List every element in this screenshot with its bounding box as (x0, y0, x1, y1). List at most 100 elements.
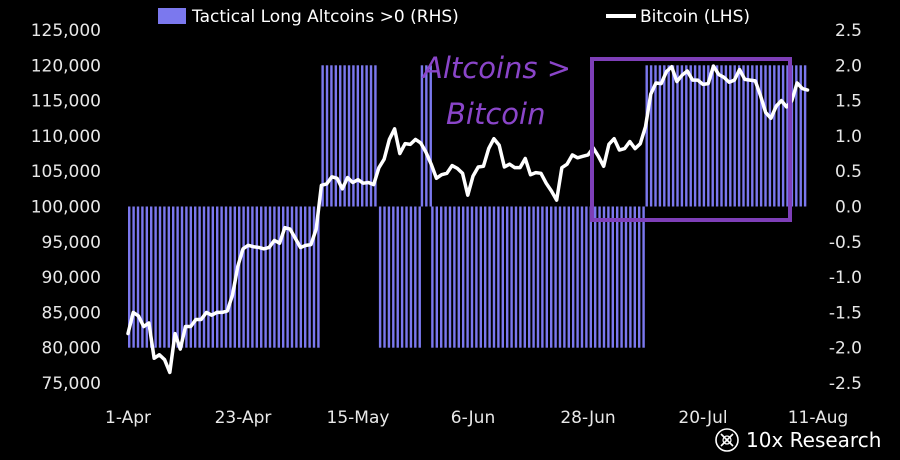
altcoins-bar (396, 206, 399, 348)
altcoins-bar-segment (378, 206, 421, 348)
altcoins-bar (220, 206, 223, 348)
right-axis-tick-label: 1.0 (835, 127, 862, 147)
altcoins-bar (202, 206, 206, 348)
altcoins-bar (737, 65, 741, 207)
right-axis-tick-label: 1.5 (835, 92, 862, 112)
altcoins-bar (795, 65, 798, 207)
annotation-line2: Bitcoin (446, 97, 545, 131)
altcoins-bar (158, 206, 162, 348)
altcoins-bar (136, 206, 140, 348)
altcoins-bar (764, 65, 767, 207)
altcoins-bar (198, 206, 201, 348)
altcoins-bar (742, 65, 745, 207)
altcoins-bar (290, 206, 294, 348)
right-axis-tick-label: 0.5 (835, 162, 862, 182)
altcoins-bar (759, 65, 763, 207)
altcoins-bar (145, 206, 149, 348)
altcoins-bar (671, 65, 675, 207)
altcoins-bar (304, 206, 307, 348)
altcoins-bar (453, 206, 456, 348)
altcoins-bar (602, 206, 606, 348)
altcoins-bar-segment (431, 206, 645, 348)
altcoins-bar (676, 65, 679, 207)
altcoins-bar (312, 206, 316, 348)
altcoins-bar-segment (420, 65, 432, 207)
altcoins-bar (751, 65, 754, 207)
altcoins-bar (238, 206, 241, 348)
altcoins-bar (400, 206, 404, 348)
altcoins-bar (589, 206, 592, 348)
left-axis-tick-label: 125,000 (31, 21, 101, 41)
altcoins-bar (527, 206, 531, 348)
altcoins-bar (702, 65, 706, 207)
left-axis-tick-label: 100,000 (31, 198, 101, 218)
altcoins-bar (172, 206, 175, 348)
altcoins-bar (365, 65, 368, 207)
altcoins-bar (505, 206, 509, 348)
altcoins-bar (387, 206, 391, 348)
altcoins-bar (352, 65, 355, 207)
altcoins-bar (277, 206, 281, 348)
altcoins-bar (347, 65, 351, 207)
altcoins-bar (654, 65, 657, 207)
altcoins-bar (211, 206, 215, 348)
altcoins-bar (132, 206, 135, 348)
bitcoin-line (126, 64, 810, 375)
altcoins-bar (141, 206, 144, 348)
legend-altcoins-label: Tactical Long Altcoins >0 (RHS) (191, 7, 459, 27)
altcoins-bar (431, 206, 434, 348)
altcoins-bar (295, 206, 298, 348)
altcoins-bar (356, 65, 360, 207)
altcoins-bar (251, 206, 254, 348)
altcoins-bar (724, 65, 728, 207)
legend-bitcoin-label: Bitcoin (LHS) (640, 7, 750, 27)
altcoins-bar (216, 206, 219, 348)
altcoins-bar (607, 206, 610, 348)
x-axis-tick-label: 28-Jun (560, 408, 615, 428)
altcoins-bar (492, 206, 496, 348)
altcoins-bar (479, 206, 482, 348)
altcoins-bar (435, 206, 438, 348)
altcoins-bar (325, 65, 329, 207)
altcoins-bar (620, 206, 623, 348)
right-axis-tick-label: -2.5 (829, 374, 862, 394)
10x-research-logo-icon (715, 428, 739, 452)
altcoins-bar (154, 206, 157, 348)
altcoins-bar (773, 65, 776, 207)
altcoins-bar (558, 206, 562, 348)
x-axis-tick-label: 11-Aug (788, 408, 849, 428)
altcoins-bar (598, 206, 601, 348)
legend-altcoins-swatch (158, 8, 186, 24)
altcoins-bar (425, 65, 428, 207)
right-axis-tick-label: -2.0 (829, 339, 862, 359)
altcoins-bar (693, 65, 697, 207)
altcoins-bar (729, 65, 732, 207)
altcoins-bar (645, 65, 648, 207)
altcoins-bar (720, 65, 723, 207)
altcoins-bar (549, 206, 553, 348)
altcoins-bar (308, 206, 311, 348)
altcoins-bar (167, 206, 171, 348)
x-axis-tick-label: 1-Apr (105, 408, 151, 428)
altcoins-bar (414, 206, 417, 348)
altcoins-bar (497, 206, 500, 348)
altcoins-bar (663, 65, 666, 207)
altcoins-bar (189, 206, 193, 348)
altcoins-bar (514, 206, 518, 348)
altcoins-bar (339, 65, 342, 207)
altcoins-bar (330, 65, 333, 207)
altcoins-bar (545, 206, 548, 348)
right-axis-tick-label: 2.5 (835, 21, 862, 41)
altcoins-bar (637, 206, 641, 348)
x-axis-tick-label: 20-Jul (678, 408, 727, 428)
altcoins-bar (642, 206, 645, 348)
altcoins-bar (680, 65, 684, 207)
altcoins-bar (501, 206, 504, 348)
altcoins-bar (667, 65, 670, 207)
x-axis-tick-label: 6-Jun (451, 408, 495, 428)
altcoins-bar (150, 206, 153, 348)
altcoins-bar (532, 206, 535, 348)
altcoins-bar (207, 206, 210, 348)
left-axis-tick-label: 115,000 (31, 92, 101, 112)
